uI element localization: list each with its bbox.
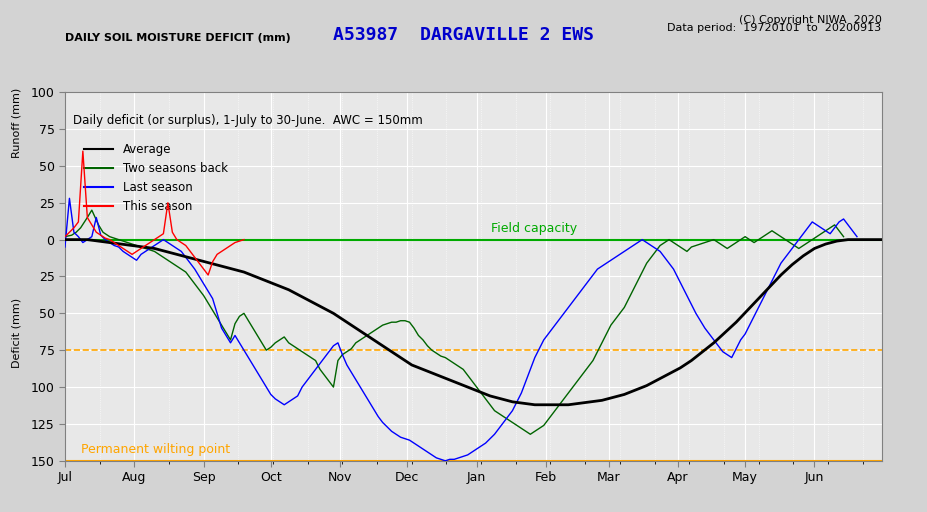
Legend: Average, Two seasons back, Last season, This season: Average, Two seasons back, Last season, … (79, 139, 232, 218)
Text: Permanent wilting point: Permanent wilting point (82, 443, 230, 456)
Text: Daily deficit (or surplus), 1-July to 30-June.  AWC = 150mm: Daily deficit (or surplus), 1-July to 30… (73, 114, 423, 127)
Text: Runoff (mm): Runoff (mm) (11, 88, 21, 158)
Text: DAILY SOIL MOISTURE DEFICIT (mm): DAILY SOIL MOISTURE DEFICIT (mm) (65, 33, 290, 44)
Text: Deficit (mm): Deficit (mm) (11, 298, 21, 368)
Text: Field capacity: Field capacity (490, 222, 577, 235)
Text: Data period:  19720101  to  20200913: Data period: 19720101 to 20200913 (667, 23, 881, 33)
Text: (C) Copyright NIWA  2020: (C) Copyright NIWA 2020 (738, 15, 881, 26)
Text: A53987  DARGAVILLE 2 EWS: A53987 DARGAVILLE 2 EWS (333, 26, 594, 44)
